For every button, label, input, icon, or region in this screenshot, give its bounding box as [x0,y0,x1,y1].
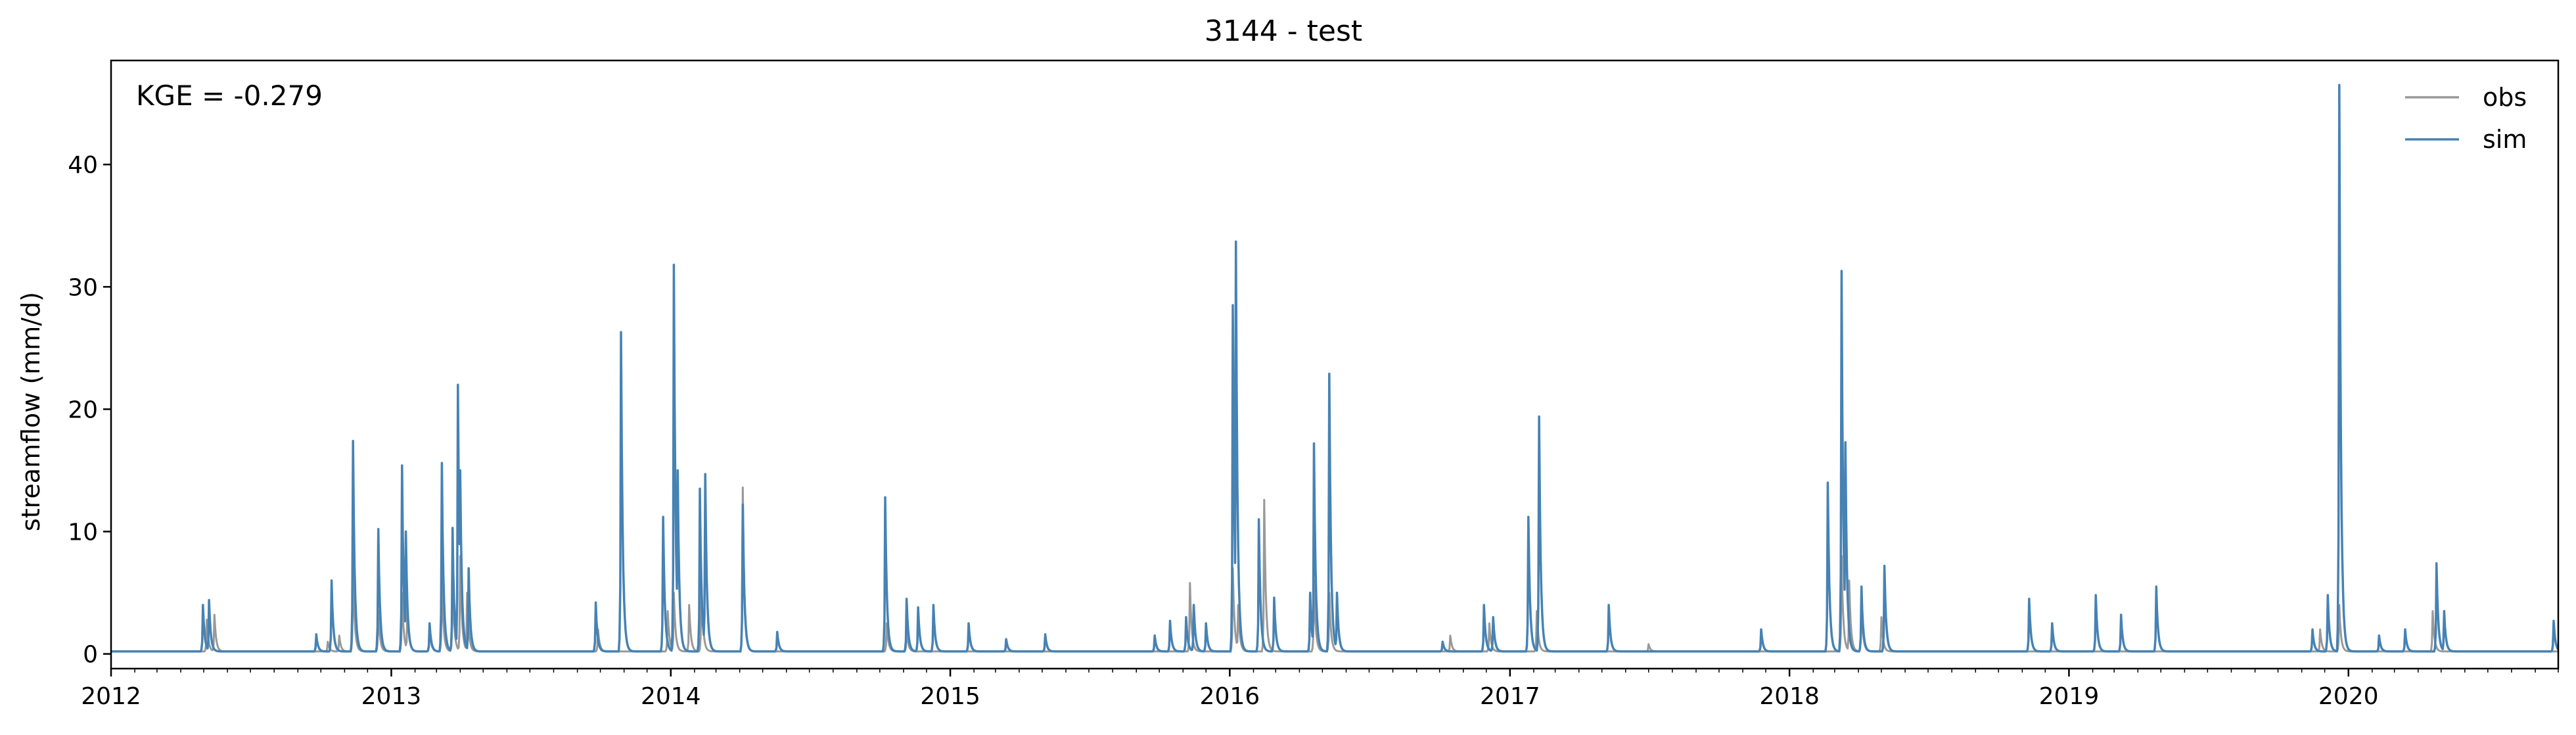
legend-obs-label: obs [2483,83,2527,112]
kge-annotation: KGE = -0.279 [136,80,323,112]
x-tick-label: 2013 [361,683,422,710]
x-tick-label: 2016 [1200,683,1260,710]
x-tick-label: 2018 [1759,683,1820,710]
series-layer [111,83,2558,653]
y-tick-label: 10 [68,519,98,546]
x-tick-label: 2012 [81,683,141,710]
plot-frame [110,59,2560,670]
x-tick-label: 2017 [1480,683,1540,710]
y-tick-label: 40 [68,152,98,179]
x-tick-label: 2019 [2039,683,2100,710]
y-tick-label: 30 [68,274,98,301]
legend-sim-label: sim [2483,125,2527,154]
x-tick-label: 2015 [920,683,980,710]
y-axis: 0 10 20 30 40 [68,152,111,669]
x-axis: 2012 2013 2014 2015 2016 2017 2018 2019 2020 [81,669,2559,710]
y-tick-label: 0 [83,642,98,669]
series-sim-line [111,83,2558,653]
chart-title: 3144 - test [1205,14,1362,48]
y-tick-label: 20 [68,396,98,423]
x-tick-label: 2014 [641,683,701,710]
x-tick-label: 2020 [2318,683,2379,710]
legend: obs sim [2405,83,2527,154]
y-axis-label: streamflow (mm/d) [16,292,45,531]
